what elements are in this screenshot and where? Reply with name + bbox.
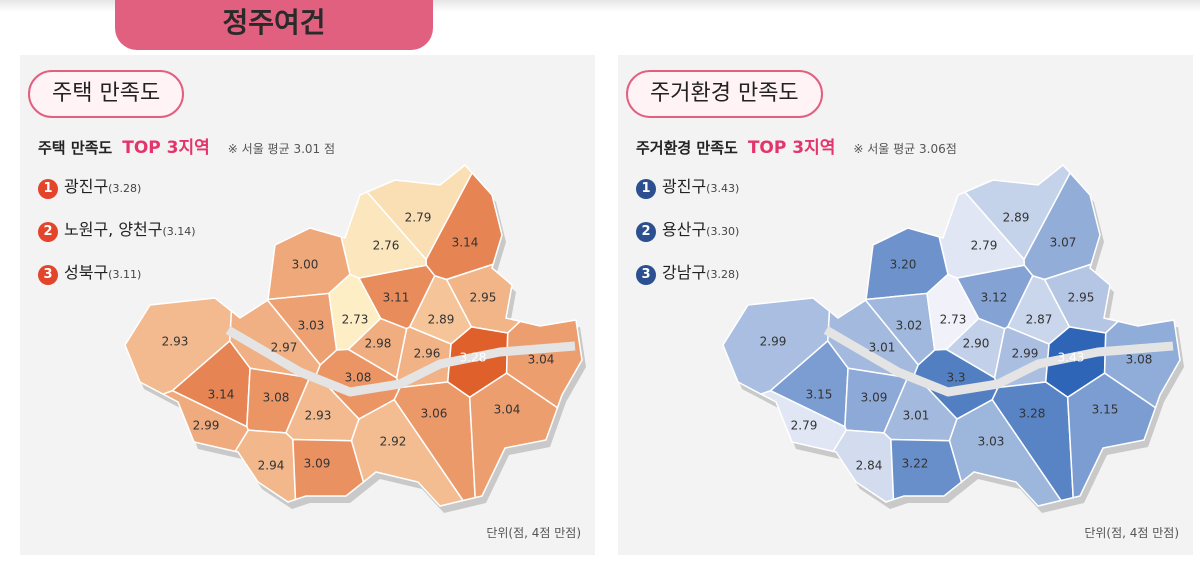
rank-number: 2 (38, 222, 58, 242)
highlight: TOP 3지역 (747, 138, 836, 158)
unit-note: 단위(점, 4점 만점) (1084, 526, 1179, 540)
heading-text: 주택 만족도 (38, 139, 113, 157)
rank-value: (3.14) (162, 225, 196, 238)
rank-number: 3 (38, 265, 58, 285)
panel: 주거환경 만족도 주거환경 만족도 TOP 3지역 ※ 서울 평균 3.06점 1 광진구… (618, 55, 1193, 555)
rank-item: 1 광진구(3.28) (38, 173, 141, 199)
rank-number: 2 (636, 222, 656, 242)
rank-item: 3 강남구(3.28) (636, 259, 739, 285)
rank-value: (3.43) (706, 182, 740, 195)
rank-item: 2 용산구(3.30) (636, 216, 739, 242)
rank-number: 1 (636, 179, 656, 199)
rank-name: 강남구 (662, 263, 707, 282)
rank-item: 2 노원구, 양천구(3.14) (38, 216, 196, 242)
heading-text: 주거환경 만족도 (636, 139, 738, 157)
rank-name: 광진구 (662, 177, 707, 196)
heading: 주거환경 만족도 TOP 3지역 ※ 서울 평균 3.06점 (636, 133, 957, 158)
rank-name: 용산구 (662, 220, 707, 239)
panel: 주택 만족도 주택 만족도 TOP 3지역 ※ 서울 평균 3.01 점 1 광진구(3.… (20, 55, 595, 555)
rank-number: 3 (636, 265, 656, 285)
rank-name: 광진구 (64, 177, 109, 196)
rank-value: (3.28) (108, 182, 142, 195)
heading: 주택 만족도 TOP 3지역 ※ 서울 평균 3.01 점 (38, 133, 335, 158)
rank-item: 3 성북구(3.11) (38, 259, 141, 285)
badge: 주택 만족도 (28, 70, 185, 118)
rank-value: (3.30) (706, 225, 740, 238)
rank-value: (3.28) (706, 268, 740, 281)
section-tab: 정주여건 (115, 0, 433, 50)
rank-name: 성북구 (64, 263, 109, 282)
average-note: ※ 서울 평균 3.06점 (853, 142, 957, 156)
unit-note: 단위(점, 4점 만점) (486, 526, 581, 540)
average-note: ※ 서울 평균 3.01 점 (227, 142, 336, 156)
rank-number: 1 (38, 179, 58, 199)
highlight: TOP 3지역 (122, 138, 210, 158)
rank-item: 1 광진구(3.43) (636, 173, 739, 199)
badge: 주거환경 만족도 (626, 70, 823, 118)
rank-value: (3.11) (108, 268, 142, 281)
rank-name: 노원구, 양천구 (64, 220, 163, 239)
